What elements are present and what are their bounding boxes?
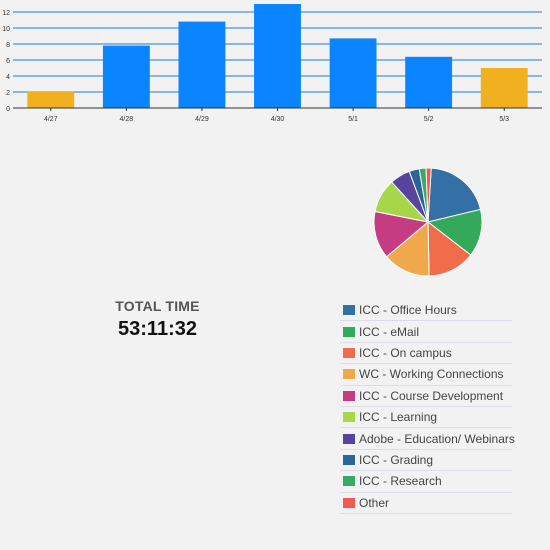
legend-label: Adobe - Education/ Webinars xyxy=(359,431,515,446)
legend-swatch xyxy=(343,305,355,316)
y-tick-label: 10 xyxy=(2,26,10,33)
legend-item[interactable]: ICC - eMail xyxy=(340,321,512,343)
legend-item[interactable]: Other xyxy=(340,493,512,514)
daily-bar-chart: 0 2 4 6 8 10 12 4/27 4/28 4/29 4/30 5/1 5/2 5/3 xyxy=(2,4,542,123)
legend-label: ICC - Research xyxy=(359,474,442,489)
legend-label: ICC - Learning xyxy=(359,410,438,425)
legend-label: ICC - On campus xyxy=(359,345,452,360)
pie-slice[interactable] xyxy=(427,167,482,223)
y-tick-label: 12 xyxy=(2,10,10,17)
x-tick-label: 4/30 xyxy=(271,116,285,123)
bar[interactable] xyxy=(329,38,377,108)
bar[interactable] xyxy=(480,68,528,108)
legend-item[interactable]: ICC - Office Hours xyxy=(340,300,512,322)
legend-label: ICC - Grading xyxy=(359,452,434,467)
y-tick-label: 6 xyxy=(6,58,10,65)
legend-swatch xyxy=(343,497,355,508)
x-tick-label: 5/2 xyxy=(424,116,434,123)
bar[interactable] xyxy=(102,45,150,108)
legend-item[interactable]: ICC - Learning xyxy=(340,407,512,429)
legend-label: WC - Working Connections xyxy=(359,367,504,382)
x-tick-label: 5/1 xyxy=(348,116,358,123)
bar[interactable] xyxy=(27,91,75,108)
legend-item[interactable]: WC - Working Connections xyxy=(340,364,512,386)
legend-item[interactable]: ICC - Grading xyxy=(340,450,512,472)
legend-item[interactable]: ICC - On campus xyxy=(340,343,512,365)
legend-swatch xyxy=(343,433,355,444)
bar[interactable] xyxy=(254,4,301,108)
category-pie-chart xyxy=(373,167,483,277)
legend-swatch xyxy=(343,369,355,380)
legend-swatch xyxy=(343,326,355,337)
legend-swatch xyxy=(343,476,355,487)
legend-swatch xyxy=(343,412,355,423)
legend-label: ICC - Office Hours xyxy=(359,303,457,318)
total-time-value: 53:11:32 xyxy=(118,318,197,340)
y-tick-label: 2 xyxy=(6,90,10,97)
legend-item[interactable]: ICC - Course Development xyxy=(340,386,512,407)
legend-label: Other xyxy=(359,495,390,510)
y-tick-label: 4 xyxy=(6,74,10,81)
legend-item[interactable]: ICC - Research xyxy=(340,471,512,493)
y-tick-label: 8 xyxy=(6,42,10,49)
total-time-panel: TOTAL TIME 53:11:32 xyxy=(90,298,225,341)
x-tick-label: 5/3 xyxy=(499,116,509,123)
bar[interactable] xyxy=(178,21,226,109)
pie-slice[interactable] xyxy=(425,167,432,223)
legend-item[interactable]: Adobe - Education/ Webinars xyxy=(340,428,515,450)
pie-legend: ICC - Office Hours ICC - eMail ICC - On ca… xyxy=(340,300,515,514)
x-tick-label: 4/28 xyxy=(120,116,134,123)
legend-swatch xyxy=(343,347,355,358)
y-tick-label: 0 xyxy=(6,106,10,113)
x-tick-label: 4/27 xyxy=(44,116,58,123)
legend-swatch xyxy=(343,454,355,465)
x-tick-label: 4/29 xyxy=(195,116,209,123)
legend-swatch xyxy=(343,390,355,401)
bar[interactable] xyxy=(405,56,453,108)
legend-label: ICC - Course Development xyxy=(359,388,504,403)
total-time-label: TOTAL TIME xyxy=(115,298,200,314)
legend-label: ICC - eMail xyxy=(359,324,420,339)
